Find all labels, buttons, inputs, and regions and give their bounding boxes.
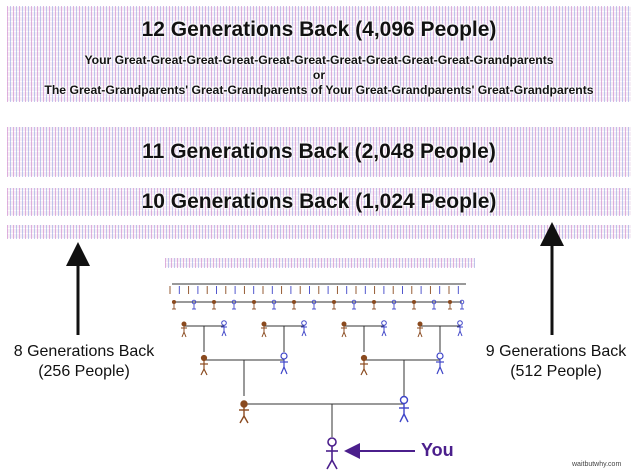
gen8-label-line1: 8 Generations Back — [13, 343, 155, 360]
great-great-grandparents — [171, 299, 465, 310]
you-label: You — [421, 440, 454, 460]
father-figure — [239, 400, 249, 424]
credit-text: waitbutwhy.com — [572, 461, 622, 468]
gen9-band — [7, 225, 631, 239]
gen9-label: 9 Generations Back (512 People) — [472, 342, 640, 382]
tree-lines — [172, 283, 466, 437]
gen12-line1: Your Great-Great-Great-Great-Great-Great… — [84, 53, 554, 67]
gen12-line2: The Great-Grandparents' Great-Grandparen… — [44, 83, 594, 97]
gen10-title: 10 Generations Back (1,024 People) — [141, 190, 497, 213]
you-figure — [326, 437, 338, 470]
gen10-band: 10 Generations Back (1,024 People) — [7, 188, 631, 216]
gen12-or: or — [312, 68, 326, 82]
gen9-label-line1: 9 Generations Back — [485, 343, 627, 360]
gen8-label: 8 Generations Back (256 People) — [4, 342, 164, 382]
gen9-label-line2: (512 People) — [510, 363, 602, 380]
gen8-band — [165, 258, 475, 268]
grandparents — [200, 352, 444, 376]
gen11-band: 11 Generations Back (2,048 People) — [7, 127, 631, 177]
great-great-great-grandparents — [169, 286, 459, 294]
gen12-band: 12 Generations Back (4,096 People) Your … — [7, 6, 631, 102]
great-grandparents — [181, 320, 463, 338]
mother-figure — [399, 395, 409, 423]
gen8-label-line2: (256 People) — [38, 363, 130, 380]
gen11-title: 11 Generations Back (2,048 People) — [142, 140, 496, 163]
gen12-title: 12 Generations Back (4,096 People) — [141, 18, 497, 41]
